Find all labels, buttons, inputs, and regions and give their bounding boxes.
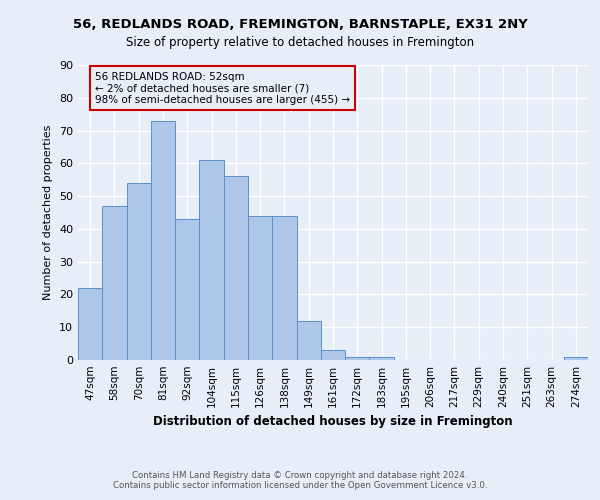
Text: Contains HM Land Registry data © Crown copyright and database right 2024.
Contai: Contains HM Land Registry data © Crown c… bbox=[113, 470, 487, 490]
Bar bbox=[370, 356, 394, 360]
Text: Size of property relative to detached houses in Fremington: Size of property relative to detached ho… bbox=[126, 36, 474, 49]
Text: 56 REDLANDS ROAD: 52sqm
← 2% of detached houses are smaller (7)
98% of semi-deta: 56 REDLANDS ROAD: 52sqm ← 2% of detached… bbox=[95, 72, 350, 105]
Bar bbox=[272, 216, 296, 360]
X-axis label: Distribution of detached houses by size in Fremington: Distribution of detached houses by size … bbox=[153, 416, 513, 428]
Bar bbox=[199, 160, 224, 360]
Bar bbox=[564, 356, 588, 360]
Bar bbox=[224, 176, 248, 360]
Bar bbox=[78, 288, 102, 360]
Bar bbox=[248, 216, 272, 360]
Bar bbox=[345, 356, 370, 360]
Bar bbox=[296, 320, 321, 360]
Bar bbox=[151, 120, 175, 360]
Bar bbox=[175, 219, 199, 360]
Bar bbox=[127, 183, 151, 360]
Text: 56, REDLANDS ROAD, FREMINGTON, BARNSTAPLE, EX31 2NY: 56, REDLANDS ROAD, FREMINGTON, BARNSTAPL… bbox=[73, 18, 527, 30]
Y-axis label: Number of detached properties: Number of detached properties bbox=[43, 125, 53, 300]
Bar bbox=[102, 206, 127, 360]
Bar bbox=[321, 350, 345, 360]
